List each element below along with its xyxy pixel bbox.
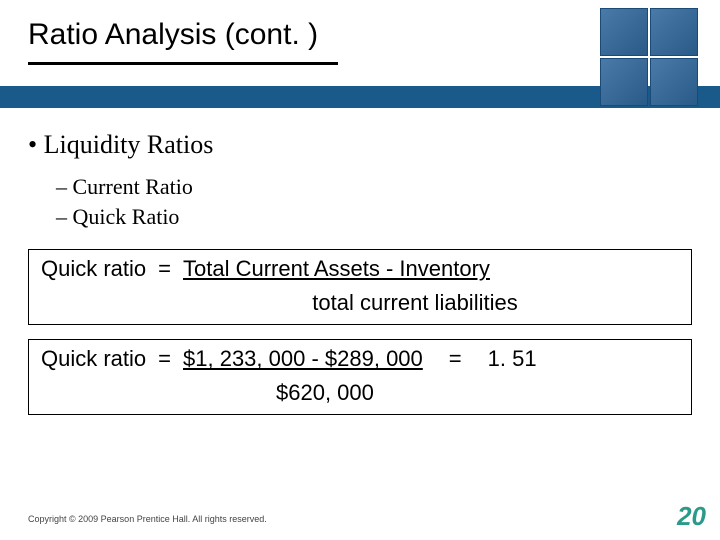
- formula1-eq: =: [158, 256, 171, 282]
- formula2-eq2: =: [449, 346, 462, 372]
- formula-box-2: Quick ratio = $1, 233, 000 - $289, 000 =…: [28, 339, 692, 415]
- banner-image: [600, 8, 700, 108]
- title-underline: [28, 62, 338, 65]
- bullet-sub-2-text: Quick Ratio: [73, 204, 180, 229]
- bullet-main: • Liquidity Ratios: [28, 130, 692, 160]
- bullet-sub-2: – Quick Ratio: [56, 202, 692, 232]
- formula1-numerator: Total Current Assets - Inventory: [183, 256, 490, 282]
- formula-box-1: Quick ratio = Total Current Assets - Inv…: [28, 249, 692, 325]
- page-number: 20: [677, 501, 706, 532]
- formula2-denominator: $620, 000: [41, 380, 679, 406]
- formula1-line1: Quick ratio = Total Current Assets - Inv…: [41, 256, 679, 282]
- formula2-result: 1. 51: [488, 346, 537, 372]
- formula1-label: Quick ratio: [41, 256, 146, 282]
- bullet-sub-1: – Current Ratio: [56, 172, 692, 202]
- slide-title: Ratio Analysis (cont. ): [28, 18, 318, 52]
- bullet-main-text: Liquidity Ratios: [44, 130, 214, 159]
- formula2-label: Quick ratio: [41, 346, 146, 372]
- content-area: • Liquidity Ratios – Current Ratio – Qui…: [28, 130, 692, 415]
- header: Ratio Analysis (cont. ): [0, 0, 720, 108]
- formula2-numerator: $1, 233, 000 - $289, 000: [183, 346, 423, 372]
- copyright-text: Copyright © 2009 Pearson Prentice Hall. …: [28, 514, 267, 524]
- formula2-line1: Quick ratio = $1, 233, 000 - $289, 000 =…: [41, 346, 679, 372]
- formula2-eq: =: [158, 346, 171, 372]
- bullet-sub-1-text: Current Ratio: [73, 174, 193, 199]
- formula1-denominator: total current liabilities: [41, 290, 679, 316]
